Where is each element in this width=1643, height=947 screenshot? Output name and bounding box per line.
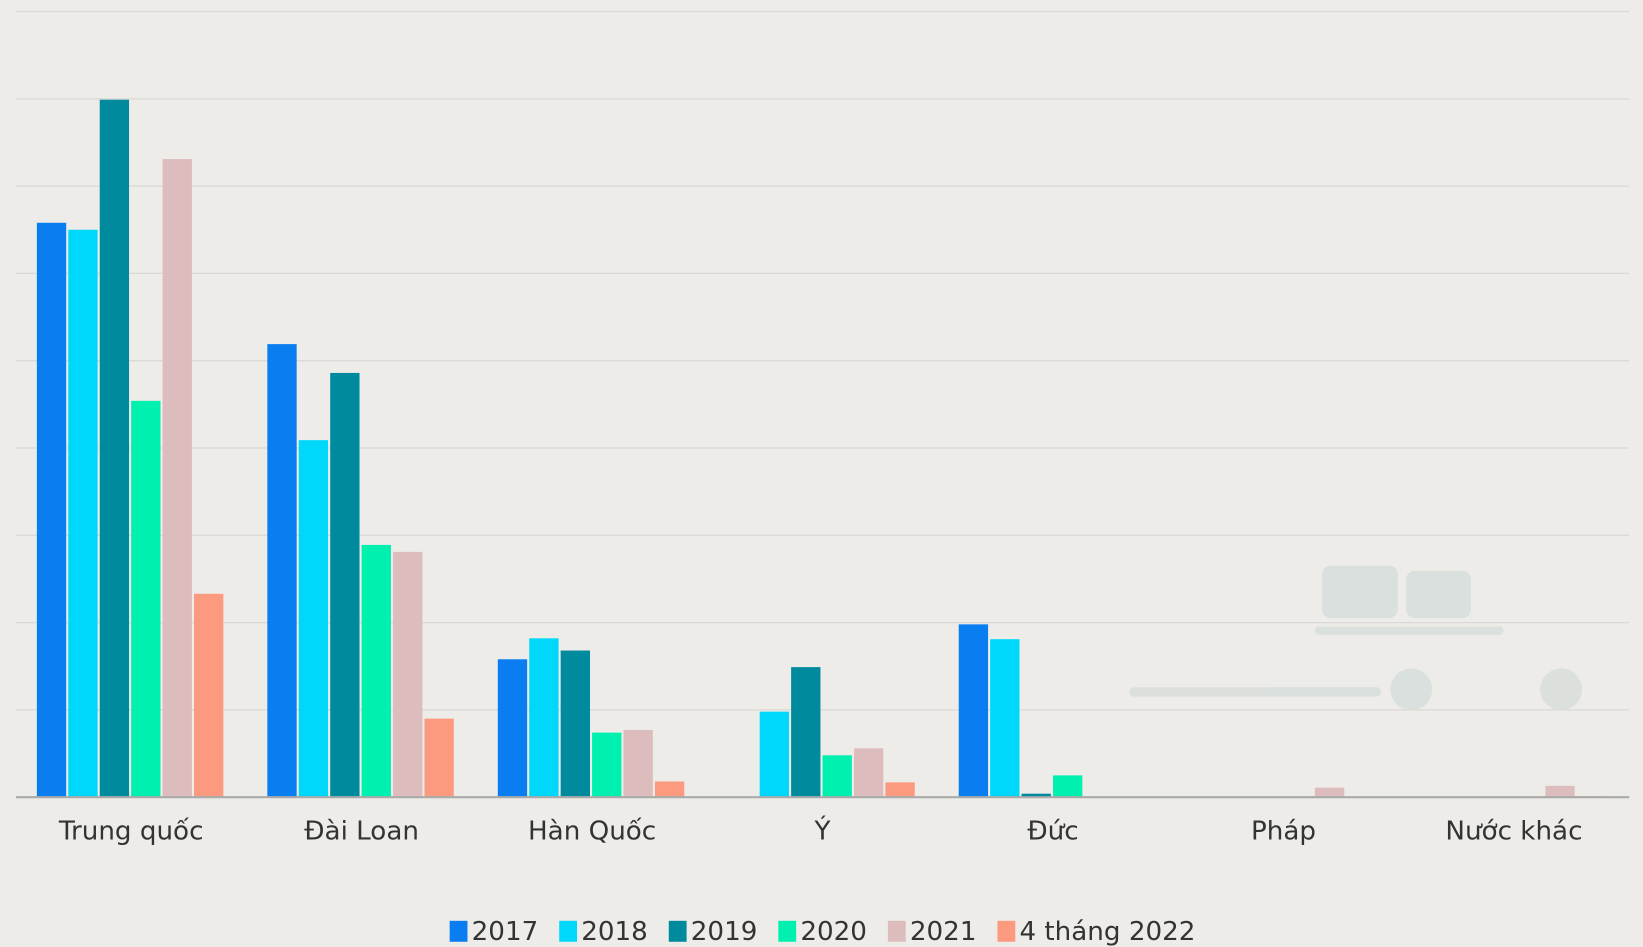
bar bbox=[162, 159, 192, 798]
legend-label: 2018 bbox=[581, 917, 648, 947]
legend-swatch bbox=[449, 920, 468, 942]
x-tick-label: Pháp bbox=[1251, 816, 1316, 846]
bar bbox=[654, 781, 685, 798]
bar bbox=[330, 372, 360, 798]
bar bbox=[1053, 775, 1083, 798]
legend-label: 2019 bbox=[691, 917, 758, 947]
legend-label: 2020 bbox=[800, 917, 867, 947]
legend-label: 2021 bbox=[910, 917, 977, 947]
bar bbox=[393, 551, 423, 798]
bar bbox=[592, 732, 622, 798]
bar bbox=[99, 99, 130, 798]
x-tick-label: Trung quốc bbox=[58, 816, 204, 846]
bar bbox=[958, 624, 989, 798]
bar bbox=[885, 782, 915, 798]
bar bbox=[497, 659, 528, 798]
bar bbox=[1314, 787, 1345, 798]
legend-swatch bbox=[778, 920, 797, 942]
bar bbox=[822, 755, 852, 798]
x-tick-label: Đức bbox=[1027, 816, 1078, 846]
x-tick-label: Ý bbox=[814, 814, 832, 846]
bar bbox=[990, 639, 1020, 798]
bar bbox=[267, 344, 297, 798]
legend-swatch bbox=[668, 920, 687, 942]
legend-swatch bbox=[997, 920, 1016, 942]
legend-swatch bbox=[887, 920, 906, 942]
bar bbox=[1545, 785, 1575, 798]
bar bbox=[529, 638, 559, 798]
legend-swatch bbox=[559, 920, 578, 942]
bar bbox=[759, 711, 790, 798]
bar bbox=[560, 650, 590, 798]
legend-label: 2017 bbox=[472, 917, 539, 947]
x-tick-label: Đài Loan bbox=[304, 816, 419, 846]
bar bbox=[424, 718, 454, 798]
bar bbox=[1021, 793, 1051, 798]
bar bbox=[623, 729, 653, 798]
bar bbox=[194, 593, 224, 798]
bar bbox=[853, 748, 884, 798]
legend-label: 4 tháng 2022 bbox=[1019, 917, 1195, 947]
bar bbox=[791, 667, 821, 798]
bar bbox=[36, 222, 67, 798]
bar bbox=[68, 229, 98, 798]
bar bbox=[131, 400, 161, 798]
watermark-icon bbox=[1129, 565, 1583, 711]
x-tick-label: Hàn Quốc bbox=[528, 816, 656, 846]
bar bbox=[361, 544, 391, 798]
bar bbox=[298, 440, 329, 798]
x-tick-label: Nước khác bbox=[1445, 816, 1582, 846]
